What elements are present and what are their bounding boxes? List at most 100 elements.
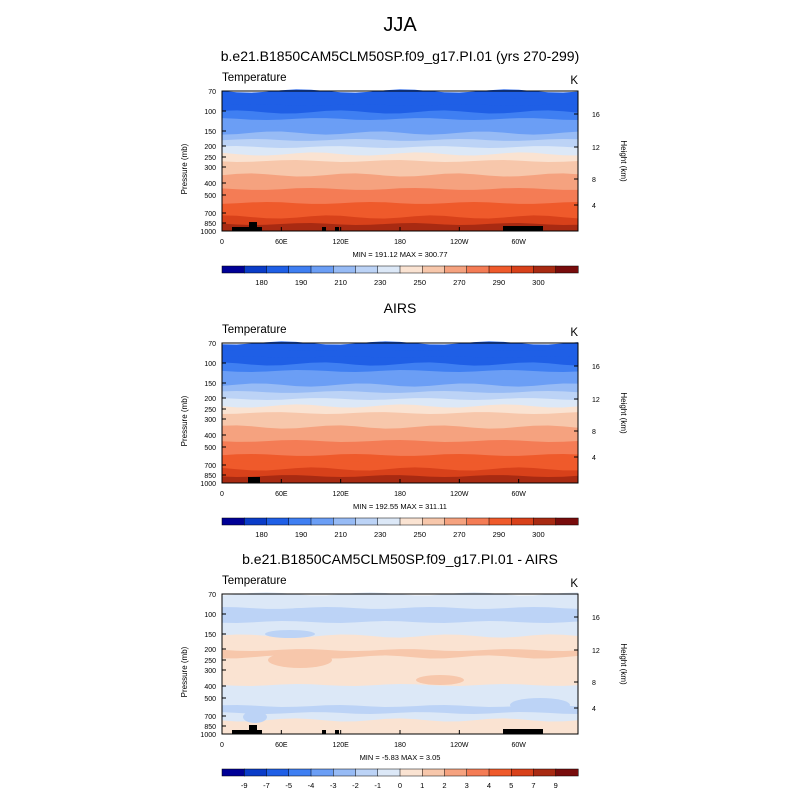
- colorbar-swatch: [310, 768, 334, 777]
- panel-2: AIRS Temperature K 70 100 150 200 250 300 400 500 7…: [180, 300, 628, 539]
- y2-axis-label: Height (km): [619, 392, 628, 434]
- colorbar-swatch: [533, 517, 557, 526]
- colorbar-swatch: [310, 265, 334, 274]
- colorbar-swatch: [488, 517, 512, 526]
- topography-mask: [335, 730, 339, 734]
- y2-axis-label: Height (km): [619, 140, 628, 182]
- colorbar-swatch: [377, 265, 401, 274]
- y-tick-label: 850: [204, 221, 216, 228]
- y-tick-label: 1000: [200, 481, 216, 488]
- x-tick-label: 60W: [511, 742, 526, 749]
- units-label: K: [570, 578, 578, 590]
- y-tick-label: 200: [204, 396, 216, 403]
- colorbar-swatch: [221, 265, 245, 274]
- colorbar-swatch: [466, 265, 490, 274]
- colorbar-swatch: [266, 517, 290, 526]
- x-tick-label: 180: [394, 742, 406, 749]
- anomaly-contour: [243, 711, 267, 723]
- colorbar-swatch: [511, 768, 535, 777]
- colorbar-label: 7: [531, 781, 535, 790]
- colorbar-label: 3: [465, 781, 469, 790]
- y-tick-label: 300: [204, 417, 216, 424]
- colorbar-swatch: [466, 517, 490, 526]
- colorbar-label: -4: [308, 781, 315, 790]
- colorbar-label: -3: [330, 781, 337, 790]
- y2-tick-label: 12: [592, 397, 600, 404]
- units-label: K: [570, 75, 578, 87]
- colorbar-label: 180: [255, 530, 268, 539]
- colorbar-label: 300: [532, 530, 545, 539]
- y-tick-label: 100: [204, 612, 216, 619]
- y-tick-label: 150: [204, 381, 216, 388]
- colorbar-swatch: [221, 517, 245, 526]
- colorbar-swatch: [355, 265, 379, 274]
- panel-title: b.e21.B1850CAM5CLM50SP.f09_g17.PI.01 (yr…: [221, 48, 580, 64]
- colorbar-label: -1: [374, 781, 381, 790]
- colorbar-label: 180: [255, 278, 268, 287]
- x-tick-label: 60W: [511, 491, 526, 498]
- colorbar-swatch: [399, 517, 423, 526]
- colorbar-swatch: [422, 517, 446, 526]
- colorbar-swatch: [488, 768, 512, 777]
- colorbar-label: 230: [374, 530, 387, 539]
- y-tick-label: 500: [204, 193, 216, 200]
- anomaly-contour: [510, 698, 570, 712]
- y2-tick-label: 8: [592, 177, 596, 184]
- x-tick-label: 120E: [332, 742, 349, 749]
- colorbar-swatch: [221, 768, 245, 777]
- y-tick-label: 700: [204, 714, 216, 721]
- panel-3: b.e21.B1850CAM5CLM50SP.f09_g17.PI.01 - A…: [180, 551, 628, 790]
- colorbar-swatch: [288, 517, 312, 526]
- x-tick-label: 120W: [450, 239, 469, 246]
- y-tick-label: 850: [204, 473, 216, 480]
- y-tick-label: 150: [204, 632, 216, 639]
- min-max-stats: MIN = 191.12 MAX = 300.77: [352, 250, 447, 259]
- x-tick-label: 120E: [332, 491, 349, 498]
- colorbar-label: 270: [453, 278, 466, 287]
- y2-tick-label: 8: [592, 680, 596, 687]
- min-max-stats: MIN = 192.55 MAX = 311.11: [353, 502, 447, 511]
- x-tick-label: 60E: [275, 491, 288, 498]
- colorbar-swatch: [333, 517, 357, 526]
- y-tick-label: 850: [204, 724, 216, 731]
- variable-label: Temperature: [222, 575, 287, 587]
- colorbar-swatch: [444, 265, 468, 274]
- y2-tick-label: 4: [592, 203, 596, 210]
- colorbar-swatch: [444, 768, 468, 777]
- topography-mask: [249, 222, 257, 227]
- topography-mask: [503, 729, 543, 734]
- colorbar-swatch: [288, 265, 312, 274]
- colorbar-swatch: [244, 265, 268, 274]
- y-axis-label: Pressure (mb): [180, 646, 189, 697]
- colorbar-label: 0: [398, 781, 402, 790]
- colorbar-swatch: [333, 265, 357, 274]
- colorbar-label: -2: [352, 781, 359, 790]
- y2-axis-label: Height (km): [619, 643, 628, 685]
- topography-mask: [248, 477, 260, 483]
- colorbar-label: 290: [493, 530, 506, 539]
- x-tick-label: 0: [220, 742, 224, 749]
- colorbar-swatch: [399, 768, 423, 777]
- colorbar-swatch: [266, 265, 290, 274]
- y-tick-label: 500: [204, 696, 216, 703]
- topography-mask: [249, 725, 257, 730]
- anomaly-contour: [265, 630, 315, 638]
- y2-tick-label: 4: [592, 706, 596, 713]
- y-tick-label: 400: [204, 684, 216, 691]
- y-tick-label: 70: [208, 592, 216, 599]
- y2-tick-label: 8: [592, 429, 596, 436]
- y2-tick-label: 4: [592, 455, 596, 462]
- y-tick-label: 400: [204, 433, 216, 440]
- x-tick-label: 120W: [450, 491, 469, 498]
- colorbar-label: 290: [493, 278, 506, 287]
- topography-mask: [322, 227, 326, 231]
- y-tick-label: 250: [204, 658, 216, 665]
- y2-tick-label: 12: [592, 648, 600, 655]
- colorbar-swatch: [266, 768, 290, 777]
- colorbar-label: 4: [487, 781, 491, 790]
- units-label: K: [570, 327, 578, 339]
- colorbar-swatch: [288, 768, 312, 777]
- variable-label: Temperature: [222, 72, 287, 84]
- colorbar-swatch: [377, 768, 401, 777]
- topography-mask: [503, 226, 543, 231]
